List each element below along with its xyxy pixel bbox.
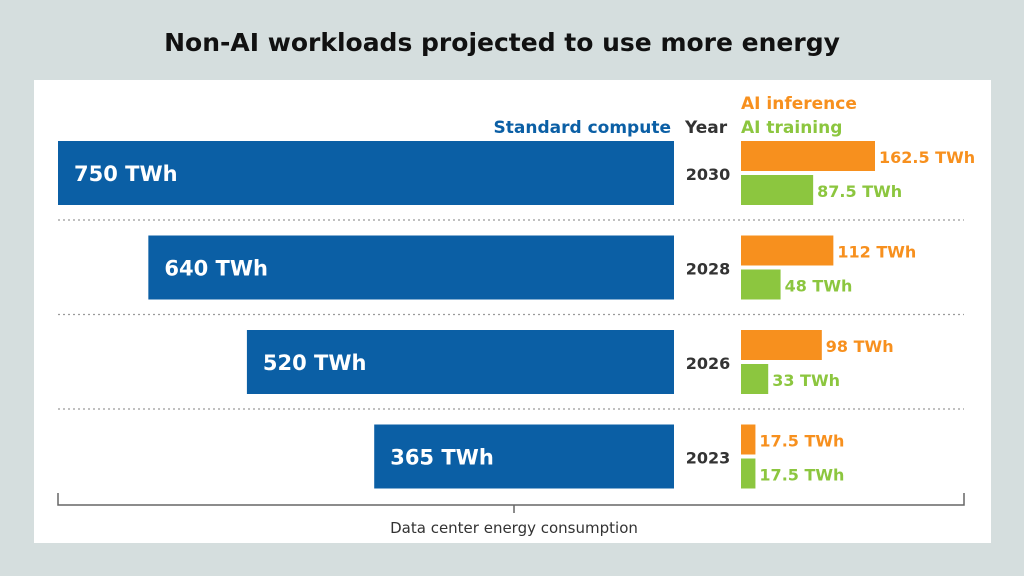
bracket-line — [57, 493, 965, 506]
legend-ai-training: AI training — [741, 118, 842, 138]
legend-standard-compute: Standard compute — [494, 118, 671, 138]
chart-rows: 750 TWh 2030 162.5 TWh 87.5 TWh 640 TWh 2028 1… — [58, 141, 975, 489]
standard-compute-label: 640 TWh — [164, 257, 268, 281]
year-label: 2028 — [686, 260, 731, 279]
standard-compute-bar — [246, 330, 674, 394]
standard-compute-bar — [374, 424, 674, 489]
ai-training-bar — [741, 458, 756, 489]
standard-compute-label: 750 TWh — [74, 162, 178, 186]
ai-inference-label: 98 TWh — [826, 337, 894, 356]
year-label: 2023 — [686, 449, 731, 468]
ai-inference-bar — [741, 330, 822, 360]
x-axis-bracket — [57, 493, 965, 513]
year-label: 2026 — [686, 354, 731, 373]
ai-training-label: 48 TWh — [785, 277, 853, 296]
chart-title: Non-AI workloads projected to use more e… — [164, 28, 840, 57]
x-axis-label: Data center energy consumption — [390, 519, 638, 537]
ai-training-bar — [741, 269, 781, 300]
ai-inference-label: 17.5 TWh — [759, 432, 844, 451]
ai-inference-label: 162.5 TWh — [879, 148, 975, 167]
legend-ai-inference: AI inference — [741, 94, 857, 114]
year-header: Year — [684, 118, 728, 138]
ai-training-label: 33 TWh — [772, 371, 840, 390]
year-label: 2030 — [686, 165, 731, 184]
ai-training-label: 87.5 TWh — [817, 182, 902, 201]
ai-training-label: 17.5 TWh — [759, 466, 844, 485]
chart-panel: Standard compute Year AI inference AI tr… — [34, 80, 991, 543]
energy-chart: Standard compute Year AI inference AI tr… — [57, 94, 975, 537]
ai-training-bar — [741, 175, 814, 205]
ai-inference-label: 112 TWh — [837, 243, 916, 262]
standard-compute-bar — [58, 141, 674, 205]
ai-inference-bar — [741, 424, 756, 455]
legend: Standard compute Year AI inference AI tr… — [494, 94, 857, 138]
ai-inference-bar — [741, 235, 834, 266]
ai-training-bar — [741, 364, 769, 394]
standard-compute-label: 520 TWh — [263, 351, 367, 375]
standard-compute-label: 365 TWh — [390, 446, 494, 470]
standard-compute-bar — [148, 235, 674, 300]
ai-inference-bar — [741, 141, 875, 171]
